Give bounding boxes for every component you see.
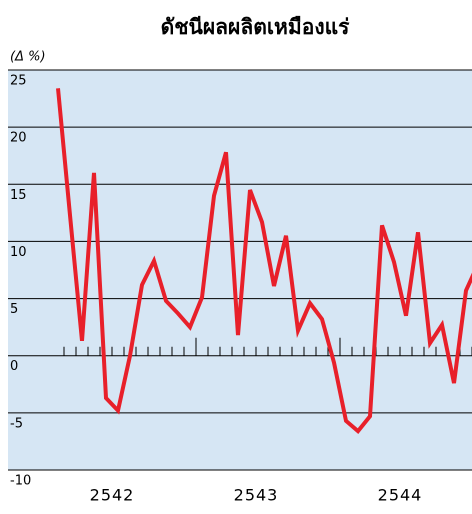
- y-tick-label: 0: [10, 359, 18, 374]
- plot-background: [8, 70, 472, 470]
- x-tick-label: 2544: [378, 486, 423, 505]
- y-tick-label: -5: [10, 416, 23, 431]
- y-tick-label: -10: [10, 474, 31, 489]
- y-tick-label: 15: [10, 188, 27, 203]
- y-tick-label: 20: [10, 131, 27, 146]
- y-axis-label: (Δ %): [10, 50, 46, 65]
- data-line: [56, 88, 472, 435]
- y-tick-label: 25: [10, 74, 27, 89]
- y-tick-label: 10: [10, 245, 27, 260]
- x-tick-label: 2542: [90, 486, 135, 505]
- y-tick-label: 5: [10, 302, 18, 317]
- chart-title: ดัชนีผลผลิตเหมืองแร่: [161, 15, 350, 39]
- x-tick-label: 2543: [234, 486, 279, 505]
